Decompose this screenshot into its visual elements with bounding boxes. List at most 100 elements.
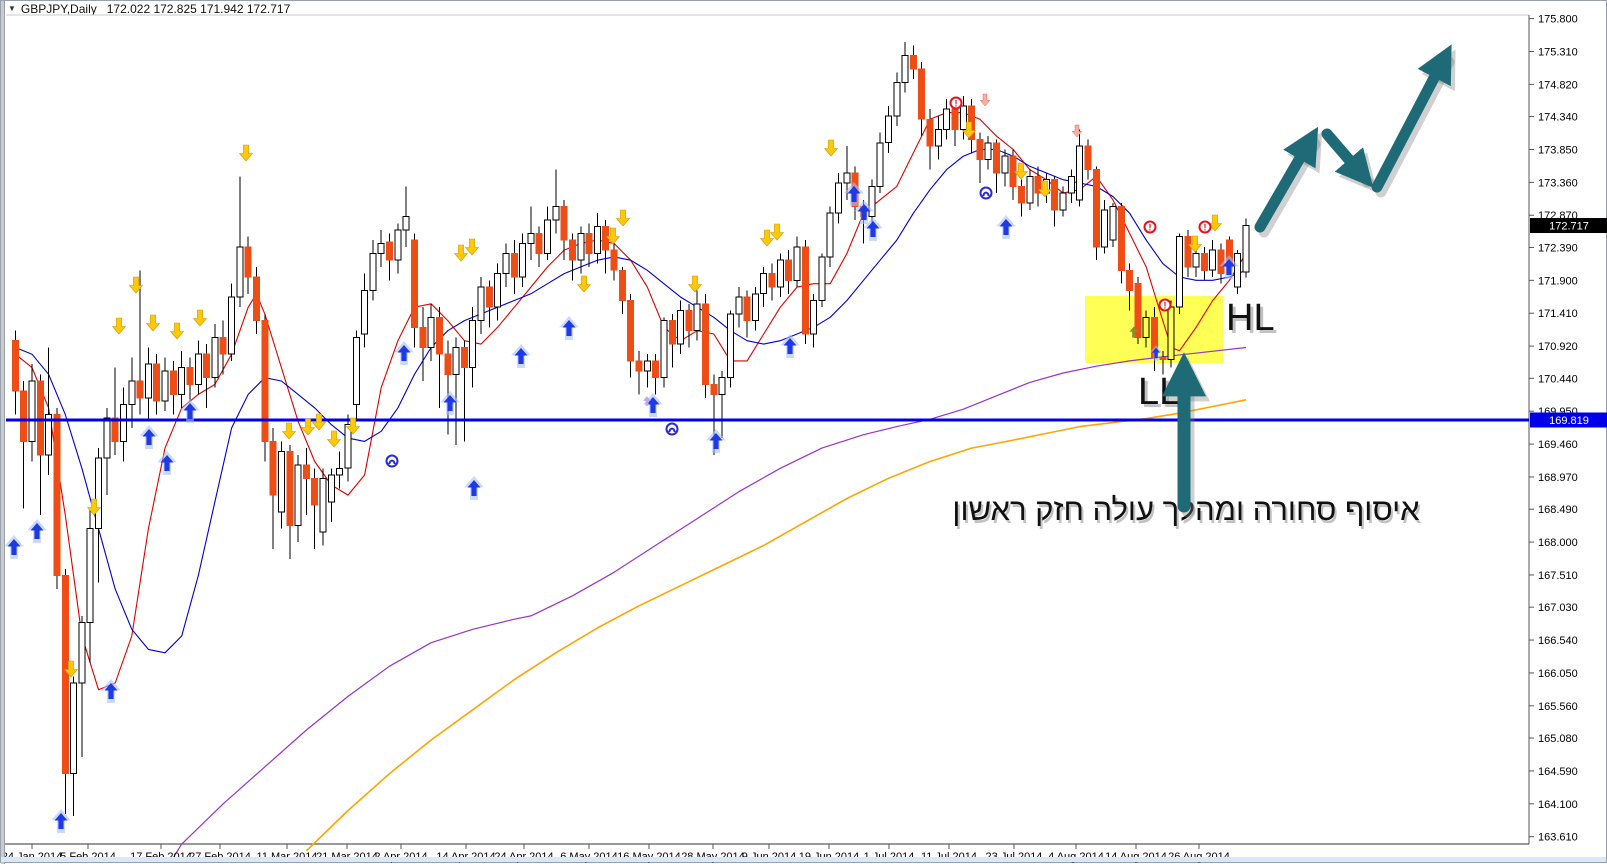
buy-arrow-icon-glyph (7, 539, 21, 555)
price-axis-label: 167.510 (1538, 570, 1578, 582)
buy-arrow-icon-glyph (709, 433, 723, 449)
candle-bull (643, 360, 651, 372)
collapse-triangle-icon[interactable]: ▼ (8, 4, 16, 13)
sell-arrow-icon-glyph (63, 660, 79, 678)
sell-arrow-icon (281, 422, 297, 440)
sell-arrow-icon-glyph (1037, 180, 1053, 198)
alert-exclamation-icon: ! (949, 96, 963, 110)
buy-arrow-icon (139, 425, 159, 449)
buy-arrow-icon (157, 451, 177, 475)
sell-arrow-icon-glyph (615, 209, 631, 227)
candle-bear (743, 296, 751, 322)
price-axis-label: 165.080 (1538, 733, 1578, 745)
sell-arrow-icon (615, 209, 631, 227)
price-axis-label: 175.800 (1538, 14, 1578, 26)
buy-arrow-icon-glyph (847, 186, 861, 202)
plot-frame (1, 14, 1530, 845)
sell-arrow-icon (961, 121, 977, 139)
candle-bull (427, 316, 435, 348)
candle-bull (1067, 175, 1075, 194)
candle-bear (20, 390, 28, 442)
buy-arrow-icon-glyph (54, 813, 68, 829)
candle-bull (95, 457, 102, 530)
pink-sell-icon (1071, 124, 1083, 138)
candle-bull (103, 417, 111, 459)
candle-bull (294, 464, 302, 526)
sell-arrow-icon-glyph (823, 139, 839, 157)
signal-markers-layer: !!!! (4, 93, 1239, 833)
candle-bull (818, 256, 826, 301)
candle-bear (635, 360, 643, 372)
sell-arrow-icon-glyph (961, 121, 977, 139)
candle-bear (585, 232, 593, 254)
sell-arrow-icon (169, 322, 185, 340)
buy-arrow-icon-glyph (999, 219, 1013, 235)
buy-arrow-icon (4, 535, 24, 559)
pink-sell-icon-glyph (979, 93, 991, 107)
candle-bear (460, 347, 468, 369)
price-axis-label: 167.030 (1538, 602, 1578, 614)
alert-circle (949, 96, 963, 110)
candle-bear (485, 286, 493, 308)
candle-bull (1234, 253, 1242, 288)
lavender-buy-icon-glyph (643, 396, 651, 406)
price-axis-label: 166.050 (1538, 668, 1578, 680)
candle-bull (1026, 175, 1034, 204)
candle-bull (1076, 145, 1084, 201)
candle-bear (61, 575, 69, 775)
buy-arrow-icon-glyph (104, 683, 118, 699)
candle-bull (1101, 209, 1109, 248)
candle-bull (161, 370, 169, 402)
alert-exclamation-icon: ! (1198, 220, 1212, 234)
candle-bear (1117, 206, 1125, 271)
candle-bull (327, 474, 335, 503)
buy-arrow-icon (780, 334, 800, 358)
candle-bear (702, 303, 709, 385)
sell-arrow-icon-glyph (605, 227, 621, 245)
buy-arrow-icon (180, 399, 200, 423)
hline-tag-text: 169.819 (1549, 415, 1589, 427)
candle-bull (128, 380, 136, 405)
info-arc (668, 427, 676, 433)
price-axis-label: 168.970 (1538, 472, 1578, 484)
slow-ma-blue-line (15, 148, 1247, 654)
info-arc (982, 191, 990, 197)
sell-arrow-icon (1037, 180, 1053, 198)
candle-bull (868, 185, 876, 218)
candle-bull (144, 363, 152, 399)
candle-bear (111, 417, 119, 442)
sell-arrow-icon-glyph (326, 430, 342, 448)
candle-bear (909, 55, 917, 70)
hline-tag-bg (1530, 412, 1607, 428)
buy-arrow-icon-glyph (142, 429, 156, 445)
buy-arrow-icon-glyph (857, 204, 871, 220)
candle-bull (394, 229, 402, 261)
swing-label: HL (1226, 297, 1275, 339)
sell-arrow-icon (576, 275, 592, 293)
candle-bull (70, 682, 78, 775)
olive-buy-icon-glyph (1129, 326, 1139, 338)
candle-bull (727, 313, 734, 379)
price-axis-label: 174.340 (1538, 112, 1578, 124)
price-axis-label: 165.560 (1538, 701, 1578, 713)
sell-arrow-icon (464, 238, 480, 256)
price-axis-label: 163.610 (1538, 832, 1578, 844)
buy-arrow-icon (706, 429, 726, 453)
alert-exclamation-icon: ! (1158, 298, 1172, 312)
info-arc (388, 459, 396, 465)
candle-bull (86, 528, 94, 624)
price-axis-label: 164.100 (1538, 799, 1578, 811)
sell-arrow-icon (145, 314, 161, 332)
candle-bull (1209, 249, 1217, 271)
chart-header: ▼ GBPJPY,Daily 172.022 172.825 171.942 172… (1, 2, 1606, 16)
candle-bull (369, 253, 377, 291)
candle-bear (993, 142, 1000, 174)
sell-arrow-icon-glyph (453, 244, 469, 262)
sell-arrow-icon (326, 430, 342, 448)
sell-arrow-icon (453, 244, 469, 262)
candles-layer (11, 42, 1250, 816)
olive-buy-icon (1129, 326, 1139, 338)
window-bottom-scroll-strip[interactable] (1, 857, 1606, 862)
candle-bull (336, 467, 344, 476)
